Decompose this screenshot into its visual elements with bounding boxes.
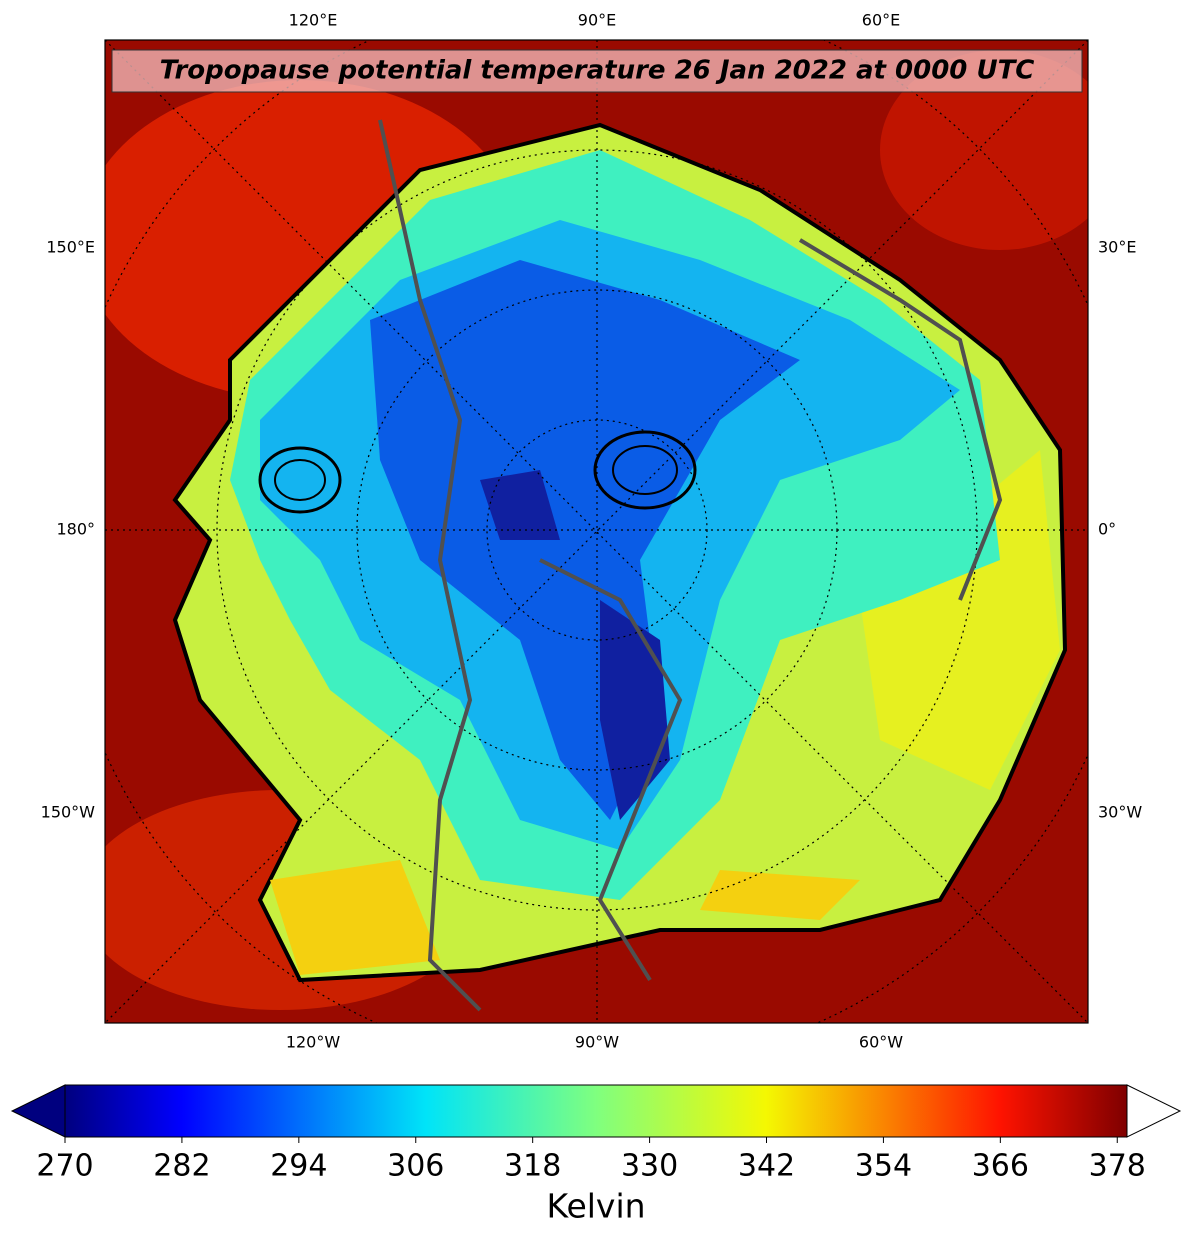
colorbar-label: Kelvin <box>546 1187 645 1226</box>
lon-label: 120°W <box>286 1033 341 1052</box>
lon-label: 120°E <box>289 11 338 30</box>
title-box <box>111 49 1083 93</box>
colorbar-tick-label: 306 <box>387 1149 444 1184</box>
colorbar-tick-label: 366 <box>972 1149 1029 1184</box>
colorbar <box>65 1085 1127 1137</box>
colorbar-extend-max <box>1126 1084 1182 1138</box>
lat-label: 30°E <box>1098 238 1136 257</box>
colorbar-tick-label: 330 <box>621 1149 678 1184</box>
colorbar-tick-label: 378 <box>1089 1149 1146 1184</box>
map-title: Tropopause potential temperature 26 Jan … <box>160 56 1035 86</box>
colorbar-tick-label: 270 <box>36 1149 93 1184</box>
colorbar-tick-label: 294 <box>270 1149 327 1184</box>
lon-label: 90°E <box>578 11 616 30</box>
lat-label: 30°W <box>1098 803 1142 822</box>
colorbar-frame <box>64 1084 1128 1138</box>
colorbar-tick-label: 354 <box>855 1149 912 1184</box>
colorbar-tick-label: 342 <box>738 1149 795 1184</box>
map-frame <box>104 39 1089 1024</box>
lon-label: 90°W <box>575 1033 619 1052</box>
lat-label: 0° <box>1098 520 1116 539</box>
map-field <box>105 40 1088 1023</box>
lat-label: 180° <box>56 520 95 539</box>
lat-label: 150°E <box>46 238 95 257</box>
lat-label: 150°W <box>41 803 96 822</box>
colorbar-extend-min <box>10 1084 66 1138</box>
lon-label: 60°W <box>859 1033 903 1052</box>
colorbar-tick-label: 282 <box>153 1149 210 1184</box>
colorbar-tick-label: 318 <box>504 1149 561 1184</box>
lon-label: 60°E <box>862 11 900 30</box>
